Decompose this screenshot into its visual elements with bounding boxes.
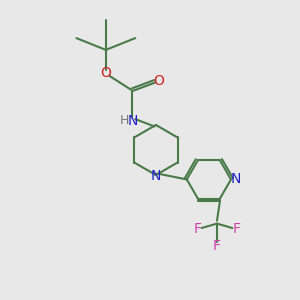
Text: O: O (100, 66, 111, 80)
Text: N: N (231, 172, 242, 186)
Text: H: H (119, 114, 129, 127)
Text: N: N (151, 169, 161, 184)
Text: F: F (213, 239, 221, 253)
Text: N: N (127, 114, 137, 128)
Text: O: O (153, 74, 164, 88)
Text: F: F (232, 223, 240, 236)
Text: F: F (194, 223, 202, 236)
